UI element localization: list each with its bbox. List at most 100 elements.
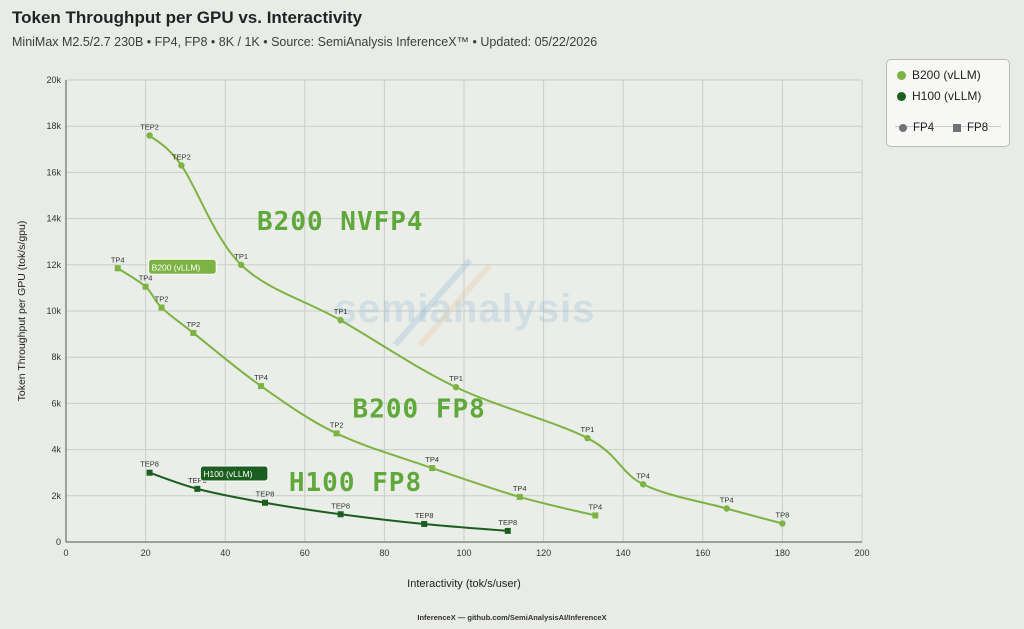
y-axis-label: Token Throughput per GPU (tok/s/gpu) [16, 221, 28, 402]
y-tick-label: 12k [46, 260, 61, 270]
x-axis-label: Interactivity (tok/s/user) [407, 578, 521, 590]
series-line-1 [117, 267, 596, 517]
legend: B200 (vLLM) H100 (vLLM) FP4 FP8 [886, 59, 1010, 147]
data-point [504, 527, 511, 534]
handwritten-annotation: B200 FP8 [353, 394, 486, 424]
legend-item-h100[interactable]: H100 (vLLM) [897, 89, 981, 103]
point-label: TEP8 [140, 460, 159, 469]
chart-subtitle: MiniMax M2.5/2.7 230B • FP4, FP8 • 8K / … [12, 35, 598, 49]
x-tick-label: 100 [456, 548, 471, 558]
tooltip-box [148, 258, 217, 275]
point-label: TP2 [186, 320, 200, 329]
watermark: semianalysis [334, 258, 595, 347]
legend-label-h100: H100 (vLLM) [912, 89, 982, 103]
point-label: TEP2 [172, 152, 191, 161]
x-tick-label: 20 [141, 548, 151, 558]
legend-shape-fp8[interactable]: FP8 [953, 122, 988, 134]
x-tick-label: 120 [536, 548, 551, 558]
data-point [723, 505, 730, 512]
point-label: TEP8 [331, 501, 350, 510]
data-point [333, 430, 340, 437]
tooltip-box [199, 465, 269, 482]
data-point [190, 329, 197, 336]
legend-label-b200: B200 (vLLM) [912, 68, 981, 82]
y-tick-label: 6k [51, 398, 61, 408]
data-point [142, 283, 149, 290]
x-tick-label: 60 [300, 548, 310, 558]
y-tick-label: 2k [51, 491, 61, 501]
point-label: TEP8 [256, 490, 275, 499]
chart-title: Token Throughput per GPU vs. Interactivi… [12, 8, 363, 27]
watermark-text: semianalysis [334, 287, 595, 331]
data-point [262, 499, 268, 506]
point-label: TP1 [334, 307, 348, 316]
data-point [639, 481, 647, 488]
point-label: TEP8 [188, 476, 207, 485]
circle-marker-icon [899, 124, 907, 132]
data-point [258, 383, 265, 390]
grid [65, 79, 863, 543]
point-label: TEP8 [498, 518, 517, 527]
data-point [194, 485, 201, 492]
point-label: TP4 [720, 496, 734, 505]
data-point [337, 511, 344, 518]
watermark-logo-stroke [417, 263, 493, 347]
y-tick-label: 4k [51, 445, 61, 455]
legend-shape-label-fp4: FP4 [913, 122, 935, 134]
series-line-0 [148, 134, 783, 525]
x-tick-label: 40 [220, 548, 230, 558]
x-tick-label: 140 [616, 548, 631, 558]
point-label: TP1 [449, 374, 463, 383]
legend-item-b200[interactable]: B200 (vLLM) [897, 68, 981, 82]
data-point [237, 261, 245, 268]
square-marker-icon [953, 124, 961, 132]
tooltips: B200 (vLLM) H100 (vLLM) [148, 258, 269, 482]
x-tick-label: 200 [854, 548, 869, 558]
handwritten-annotations: B200 NVFP4 B200 FP8 H100 FP8 [257, 207, 486, 498]
legend-shape-label-fp8: FP8 [967, 122, 989, 134]
y-tick-label: 8k [51, 352, 61, 362]
data-point [158, 304, 165, 311]
data-point [146, 132, 153, 139]
point-label: TEP2 [140, 122, 159, 131]
point-label: TP4 [425, 455, 439, 464]
axes: 0 20 40 60 80 100 120 140 160 180 200 0 2k 4k 6k 8k 10k 1… [16, 75, 870, 590]
y-tick-label: 16k [46, 167, 61, 177]
data-point [429, 465, 436, 472]
h100-swatch-icon [897, 91, 906, 101]
point-labels: TEP2 TEP2 TP1 TP1 TP1 TP1 TP4 TP4 TP8 TP4 TP4 TP2 TP… [111, 122, 789, 526]
point-label: TP2 [155, 295, 169, 304]
data-point [178, 162, 185, 169]
x-tick-label: 80 [379, 548, 389, 558]
point-label: TP4 [588, 502, 602, 511]
point-label: TP4 [513, 484, 527, 493]
b200-swatch-icon [897, 70, 906, 80]
handwritten-annotation: H100 FP8 [289, 468, 422, 498]
x-tick-label: 180 [775, 548, 790, 558]
point-label: TEP8 [415, 511, 434, 520]
data-point [516, 493, 523, 500]
data-point [584, 434, 591, 442]
data-point [337, 317, 344, 324]
y-tick-label: 10k [46, 306, 61, 316]
footer-source[interactable]: InferenceX — github.com/SemiAnalysisAI/I… [417, 613, 607, 622]
y-tick-label: 20k [46, 75, 61, 85]
point-label: TP4 [111, 255, 125, 264]
data-point [114, 265, 121, 272]
y-tick-label: 18k [46, 121, 61, 131]
y-tick-label: 0 [56, 537, 61, 547]
point-label: TP8 [776, 511, 790, 520]
handwritten-annotation: B200 NVFP4 [257, 207, 424, 237]
tooltip-text: H100 (vLLM) [203, 469, 252, 479]
data-point [452, 384, 460, 391]
legend-shape-fp4[interactable]: FP4 [899, 122, 934, 134]
tooltip-text: B200 (vLLM) [152, 262, 201, 272]
point-label: TP4 [254, 373, 268, 382]
x-tick-label: 160 [695, 548, 710, 558]
data-point [779, 520, 786, 527]
y-tick-label: 14k [46, 214, 61, 224]
data-point [592, 512, 599, 519]
point-label: TP4 [139, 274, 153, 283]
point-label: TP1 [580, 425, 594, 434]
